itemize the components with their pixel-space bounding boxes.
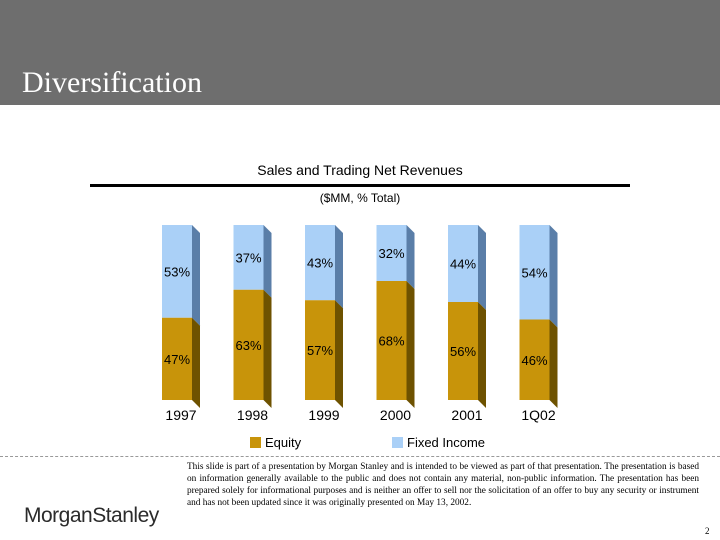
legend-equity: Equity: [250, 435, 301, 450]
bar-equity-side-1999: [335, 300, 343, 408]
chart-title-rule: [90, 184, 630, 187]
label-fixed-income-2001: 44%: [450, 257, 476, 272]
chart-title: Sales and Trading Net Revenues: [257, 162, 463, 178]
label-equity-1998: 63%: [236, 338, 262, 353]
label-equity-1Q02: 46%: [522, 353, 548, 368]
bar-fixed-income-2001: [448, 225, 478, 302]
bar-equity-1998: [233, 289, 264, 400]
bar-equity-2001: [448, 302, 478, 400]
x-tick-2000: 2000: [380, 407, 411, 423]
label-equity-1999: 57%: [307, 343, 333, 358]
bar-fixed-income-side-2001: [478, 225, 486, 310]
bar-equity-side-1997: [192, 317, 200, 408]
header-bar: Diversification: [0, 0, 720, 105]
label-fixed-income-1998: 37%: [236, 250, 262, 265]
bar-fixed-income-1999: [305, 225, 335, 301]
label-equity-2001: 56%: [450, 344, 476, 359]
chart-subtitle: ($MM, % Total): [319, 191, 401, 205]
bar-fixed-income-side-1998: [263, 225, 272, 298]
legend-equity-label: Equity: [265, 435, 302, 450]
bar-equity-side-1998: [263, 289, 272, 408]
x-tick-1998: 1998: [237, 407, 268, 423]
legend-fixed-income: Fixed Income: [392, 435, 485, 450]
bar-fixed-income-1Q02: [519, 225, 550, 320]
legend-equity-swatch: [250, 437, 261, 448]
bar-fixed-income-1998: [233, 225, 264, 290]
label-equity-2000: 68%: [379, 334, 405, 349]
legend-fixed-income-label: Fixed Income: [407, 435, 486, 450]
label-fixed-income-2000: 32%: [379, 246, 405, 261]
x-tick-1997: 1997: [165, 407, 196, 423]
page-number: 2: [705, 526, 710, 536]
disclaimer-text: This slide is part of a presentation by …: [187, 462, 699, 508]
bar-fixed-income-1997: [162, 225, 192, 318]
bar-fixed-income-side-1997: [192, 225, 200, 326]
label-fixed-income-1Q02: 54%: [522, 265, 548, 280]
footer-divider: [0, 456, 720, 457]
x-tick-1999: 1999: [308, 407, 339, 423]
label-equity-1997: 47%: [164, 352, 190, 367]
bar-fixed-income-side-1Q02: [549, 225, 558, 328]
bar-equity-side-1Q02: [549, 319, 558, 408]
bar-equity-side-2000: [406, 281, 415, 408]
x-tick-2001: 2001: [451, 407, 482, 423]
page-title: Diversification: [22, 66, 202, 99]
bar-equity-side-2001: [478, 302, 486, 408]
bar-equity-1Q02: [519, 319, 550, 400]
x-tick-1Q02: 1Q02: [521, 407, 555, 423]
bar-equity-1999: [305, 300, 335, 400]
label-fixed-income-1999: 43%: [307, 256, 333, 271]
bar-fixed-income-side-2000: [406, 225, 415, 289]
label-fixed-income-1997: 53%: [164, 264, 190, 279]
morgan-stanley-logo: MorganStanley: [24, 504, 159, 527]
bar-equity-1997: [162, 317, 192, 400]
bar-fixed-income-side-1999: [335, 225, 343, 309]
bar-equity-2000: [376, 281, 407, 400]
legend-fixed-income-swatch: [392, 437, 403, 448]
bar-fixed-income-2000: [376, 225, 407, 281]
